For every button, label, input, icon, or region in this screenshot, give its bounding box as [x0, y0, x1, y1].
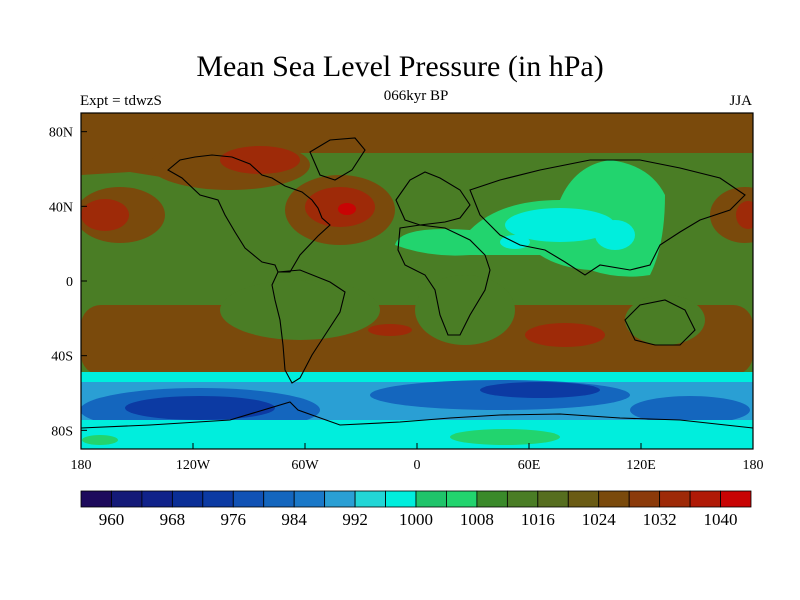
y-tick-label: 80N: [49, 126, 73, 141]
africa-coast: [397, 224, 491, 336]
colorbar-label: 1024: [582, 510, 617, 529]
south-america-coast: [271, 269, 346, 384]
colorbar-swatch: [385, 490, 417, 508]
asia-coast: [469, 159, 746, 276]
colorbar-swatch: [202, 490, 234, 508]
y-tick-label: 40S: [51, 350, 73, 365]
australia-coast: [624, 299, 696, 346]
colorbar-swatch: [293, 490, 326, 508]
north-america-coast: [167, 154, 331, 273]
azores-high-max: [338, 203, 356, 215]
east-pacific-high-zone: [710, 187, 753, 243]
x-tick-label: 120E: [626, 458, 656, 473]
colorbar-swatch: [537, 490, 569, 508]
greenland-coast: [309, 137, 366, 181]
australian-sector-low: [630, 396, 750, 424]
y-tick-label: 0: [66, 275, 73, 290]
latitude-axis: 80N 40N 0 40S 80S: [49, 126, 87, 439]
colorbar-swatch: [232, 490, 265, 508]
colorbar-swatch: [415, 490, 447, 508]
antarctica-coast: [81, 401, 753, 429]
pacific-sector-low-core: [125, 396, 275, 420]
pacific-high-core: [81, 199, 129, 231]
colorbar-swatch: [80, 490, 112, 508]
colorbar-swatch: [446, 490, 478, 508]
colorbar-swatch: [111, 490, 143, 508]
south-america-region: [220, 280, 380, 340]
atlantic-indian-sector-low-core: [480, 382, 600, 398]
longitude-axis: 180 120W 60W 0 60E 120E 180: [71, 443, 764, 473]
colorbar: 960 968 976 984 992 1000 1008 1016 1024 1032 1040: [80, 490, 752, 529]
asian-low-core: [505, 208, 615, 242]
colorbar-swatch: [628, 490, 661, 508]
cyan-ring-north: [81, 372, 753, 382]
east-pacific-high-core: [736, 201, 753, 229]
colorbar-label: 960: [99, 510, 125, 529]
colorbar-label: 1040: [704, 510, 738, 529]
colorbar-swatch: [598, 490, 630, 508]
x-tick-label: 60E: [518, 458, 541, 473]
asian-low-core-east: [595, 220, 635, 250]
x-tick-label: 60W: [291, 458, 319, 473]
colorbar-label: 1032: [643, 510, 677, 529]
colorbar-swatch: [689, 490, 721, 508]
colorbar-swatch: [171, 490, 204, 508]
colorbar-label: 1008: [460, 510, 494, 529]
y-tick-label: 40N: [49, 200, 73, 215]
colorbar-swatch: [476, 490, 508, 508]
colorbar-swatch: [659, 490, 691, 508]
colorbar-label: 1016: [521, 510, 555, 529]
indian-ocean-high-core: [525, 323, 605, 347]
colorbar-label: 968: [160, 510, 186, 529]
south-atlantic-high-core: [368, 324, 412, 336]
colorbar-swatch: [720, 490, 752, 508]
colorbar-swatch: [141, 490, 173, 508]
colorbar-label: 1000: [399, 510, 433, 529]
y-tick-label: 80S: [51, 424, 73, 439]
x-tick-label: 120W: [176, 458, 211, 473]
colorbar-label: 984: [281, 510, 307, 529]
colorbar-swatch: [354, 490, 386, 508]
x-tick-label: 0: [414, 458, 421, 473]
map-field: [81, 113, 753, 449]
experiment-label: Expt = tdwzS: [80, 93, 162, 109]
colorbar-swatch: [263, 490, 295, 508]
europe-coast: [395, 171, 471, 226]
colorbar-label: 976: [221, 510, 247, 529]
canadian-high-core: [220, 146, 300, 174]
x-tick-label: 180: [71, 458, 92, 473]
season-label: JJA: [729, 93, 752, 109]
period-label: 066kyr BP: [383, 88, 449, 104]
coastlines: [81, 137, 753, 429]
colorbar-swatch: [567, 490, 600, 508]
australia-region: [625, 295, 705, 345]
plot-title: Mean Sea Level Pressure (in hPa): [196, 50, 604, 83]
colorbar-label: 992: [342, 510, 368, 529]
southern-africa-region: [415, 275, 515, 345]
antarctic-high-patch: [450, 429, 560, 445]
x-tick-label: 180: [743, 458, 764, 473]
antarctic-high-patch-west: [82, 435, 118, 445]
colorbar-swatch: [506, 490, 539, 508]
colorbar-swatch: [324, 490, 356, 508]
